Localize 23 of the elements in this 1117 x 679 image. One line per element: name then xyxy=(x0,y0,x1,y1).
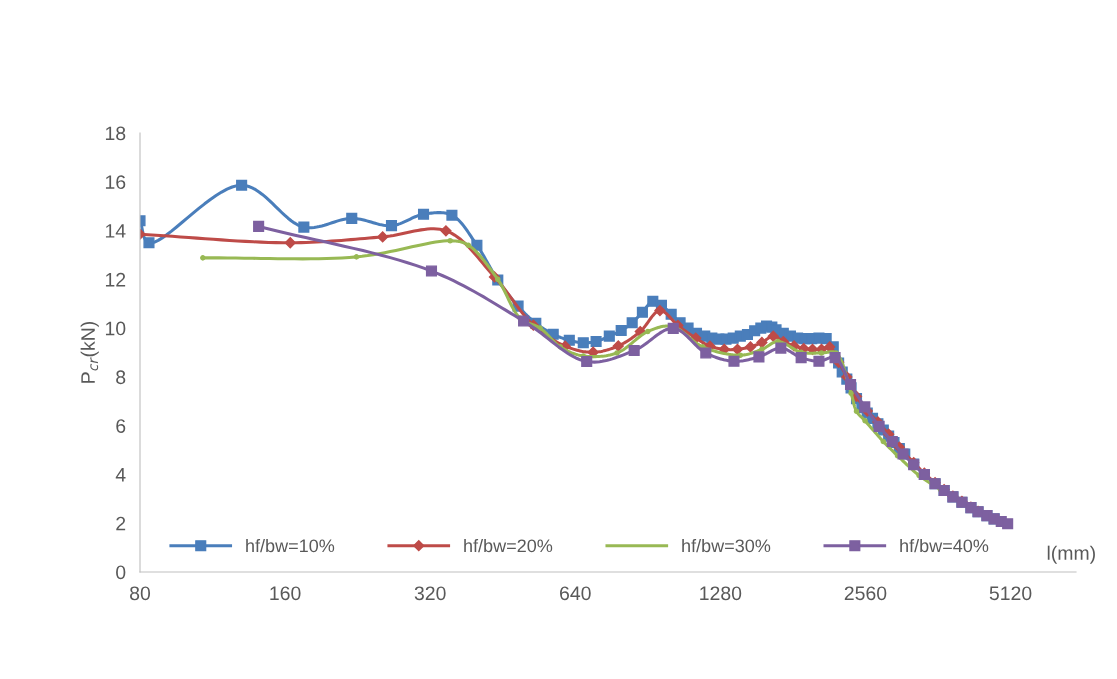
y-tick-label: 6 xyxy=(116,419,126,433)
x-tick-label: 1280 xyxy=(700,586,742,601)
x-tick-label: 2560 xyxy=(844,586,887,601)
y-tick-label: 8 xyxy=(116,370,126,385)
y-tick-label: 12 xyxy=(105,272,126,287)
legend-label: hf/bw=20% xyxy=(464,538,553,553)
y-tick-label: 10 xyxy=(105,321,126,336)
y-tick-label: 18 xyxy=(105,126,126,141)
y-tick-label: 0 xyxy=(116,565,126,580)
x-tick-label: 5120 xyxy=(989,586,1032,601)
x-axis-title: l(mm) xyxy=(1047,545,1095,564)
y-tick-label: 14 xyxy=(105,224,126,238)
legend-label: hf/bw=10% xyxy=(246,538,335,553)
y-tick-label: 16 xyxy=(105,175,126,190)
y-tick-label: 4 xyxy=(115,468,126,482)
x-tick-label: 320 xyxy=(414,586,446,601)
x-tick-label: 640 xyxy=(560,586,591,601)
y-tick-label: 2 xyxy=(116,516,126,531)
legend-label: hf/bw=40% xyxy=(900,538,989,553)
x-tick-label: 80 xyxy=(130,586,151,601)
y-axis-title: P$_{cr}$(kN) xyxy=(80,322,99,383)
legend-label: hf/bw=30% xyxy=(682,538,771,553)
x-tick-label: 160 xyxy=(270,586,301,601)
